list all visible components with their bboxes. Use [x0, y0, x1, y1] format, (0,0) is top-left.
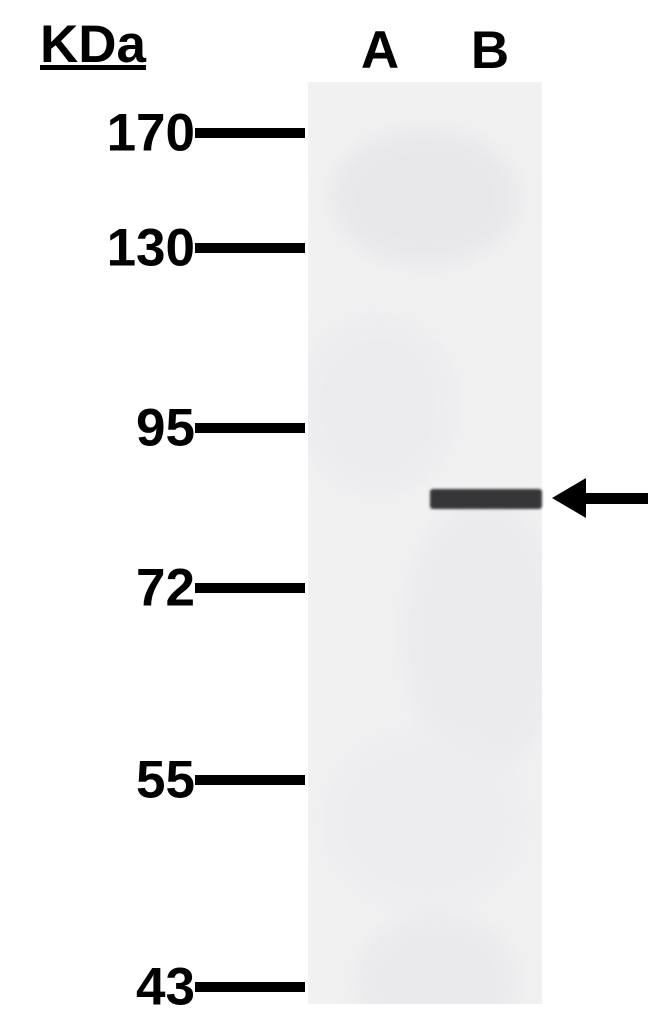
mw-label-130: 130 [107, 218, 195, 279]
mw-label-72: 72 [136, 558, 195, 619]
mw-label-95: 95 [136, 398, 195, 459]
membrane-smudge [308, 313, 460, 497]
membrane-smudge [320, 727, 531, 911]
arrow-icon [552, 478, 586, 518]
figure-stage: KDa A B 170 130 95 72 55 43 [0, 0, 650, 1036]
arrow-shaft [586, 493, 648, 504]
lane-label-b: B [471, 20, 509, 81]
mw-tick-170 [195, 128, 305, 138]
membrane-smudge [355, 912, 519, 1004]
lane-label-a: A [361, 20, 399, 81]
mw-tick-72 [195, 583, 305, 593]
band-lane-b [430, 489, 542, 509]
blot-membrane [308, 82, 542, 1004]
mw-tick-55 [195, 775, 305, 785]
mw-label-55: 55 [136, 750, 195, 811]
mw-label-170: 170 [107, 103, 195, 164]
mw-label-43: 43 [136, 957, 195, 1018]
axis-title: KDa [40, 14, 146, 75]
mw-tick-43 [195, 982, 305, 992]
membrane-smudge [331, 128, 518, 266]
mw-tick-95 [195, 423, 305, 433]
mw-tick-130 [195, 243, 305, 253]
